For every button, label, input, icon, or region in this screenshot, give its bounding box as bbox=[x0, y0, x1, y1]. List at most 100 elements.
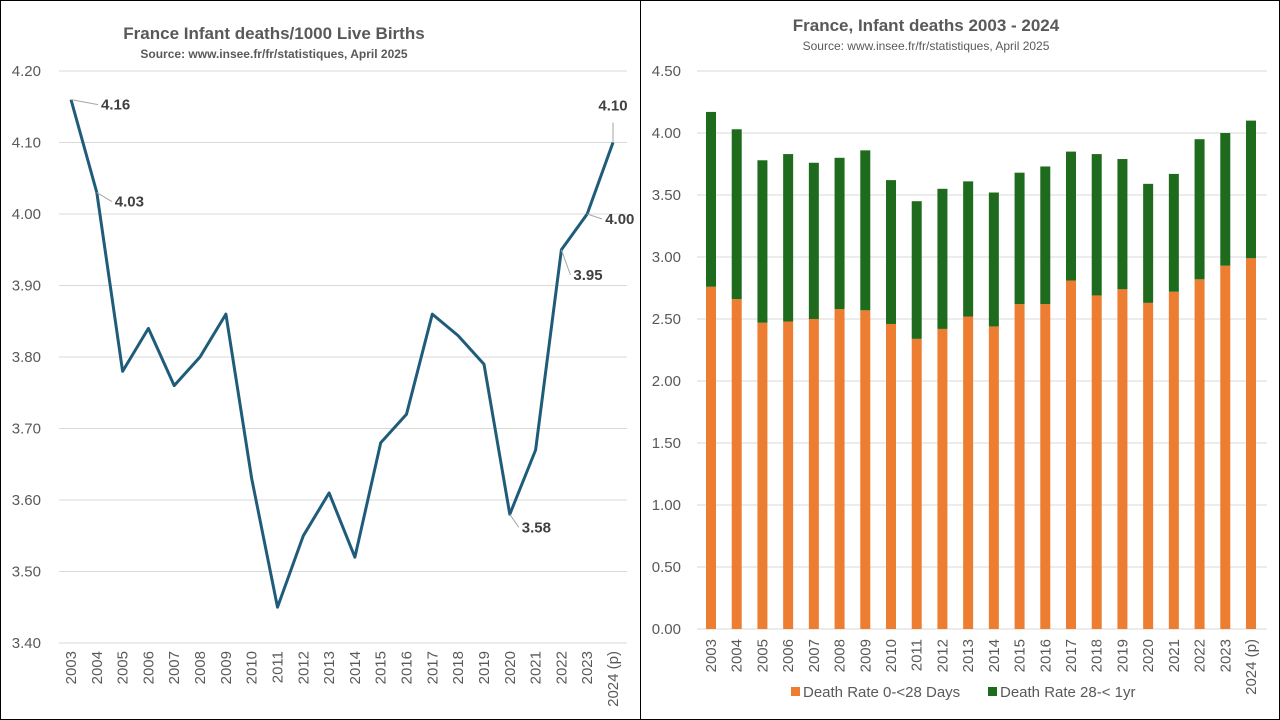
bar-segment-neonatal bbox=[1040, 304, 1051, 629]
x-tick-label: 2023 bbox=[1217, 639, 1234, 672]
bar-segment-postneonatal bbox=[731, 129, 742, 300]
x-tick-label: 2008 bbox=[192, 651, 209, 684]
y-tick-label: 3.90 bbox=[12, 278, 41, 295]
bar-segment-postneonatal bbox=[1091, 154, 1102, 296]
chart-title: France, Infant deaths 2003 - 2024 bbox=[793, 16, 1060, 35]
bar-segment-neonatal bbox=[1246, 258, 1256, 629]
bar-segment-postneonatal bbox=[963, 181, 974, 317]
bar-segment-postneonatal bbox=[1066, 151, 1076, 281]
bar-segment-neonatal bbox=[963, 316, 974, 629]
x-tick-label: 2023 bbox=[579, 651, 596, 684]
bar-segment-neonatal bbox=[1194, 279, 1205, 629]
x-tick-label: 2022 bbox=[553, 651, 570, 684]
data-label: 4.03 bbox=[115, 194, 144, 211]
bar-segment-postneonatal bbox=[783, 154, 794, 322]
x-tick-label: 2008 bbox=[832, 639, 849, 672]
data-label: 3.58 bbox=[522, 519, 551, 536]
x-tick-label: 2007 bbox=[166, 651, 183, 684]
legend-swatch bbox=[988, 687, 997, 696]
y-tick-label: 4.50 bbox=[652, 63, 681, 80]
y-tick-label: 1.50 bbox=[652, 435, 681, 452]
bar-segment-neonatal bbox=[1066, 280, 1076, 629]
y-tick-label: 3.80 bbox=[12, 349, 41, 366]
x-tick-label: 2012 bbox=[295, 651, 312, 684]
bar-segment-neonatal bbox=[1143, 302, 1154, 629]
x-tick-label: 2014 bbox=[986, 639, 1003, 672]
x-tick-label: 2015 bbox=[1012, 639, 1029, 672]
x-tick-label: 2004 bbox=[729, 639, 746, 672]
x-tick-label: 2016 bbox=[399, 651, 416, 684]
x-tick-label: 2020 bbox=[1140, 639, 1157, 672]
y-tick-label: 2.00 bbox=[652, 373, 681, 390]
y-tick-label: 3.70 bbox=[12, 421, 41, 438]
x-tick-label: 2004 bbox=[89, 651, 106, 684]
y-tick-label: 2.50 bbox=[652, 311, 681, 328]
bar-segment-postneonatal bbox=[1220, 133, 1231, 266]
bar-segment-neonatal bbox=[783, 321, 794, 629]
data-label-leader bbox=[587, 213, 603, 220]
y-tick-label: 1.00 bbox=[652, 497, 681, 514]
x-tick-label: 2021 bbox=[1166, 639, 1183, 672]
y-tick-label: 4.10 bbox=[12, 135, 41, 152]
y-tick-label: 3.50 bbox=[652, 187, 681, 204]
x-tick-label: 2006 bbox=[140, 651, 157, 684]
bar-segment-neonatal bbox=[731, 299, 742, 629]
legend-label: Death Rate 0-<28 Days bbox=[803, 684, 960, 701]
x-tick-label: 2013 bbox=[321, 651, 338, 684]
x-tick-label: 2017 bbox=[424, 651, 441, 684]
bar-segment-postneonatal bbox=[808, 162, 819, 319]
bar-segment-neonatal bbox=[1014, 304, 1025, 629]
bar-segment-postneonatal bbox=[706, 111, 716, 287]
x-tick-label: 2007 bbox=[806, 639, 823, 672]
bar-segment-postneonatal bbox=[988, 192, 999, 327]
data-label: 4.16 bbox=[101, 97, 130, 114]
chart-subtitle: Source: www.insee.fr/fr/statistiques, Ap… bbox=[140, 47, 408, 61]
bar-segment-neonatal bbox=[834, 309, 845, 629]
x-tick-label: 2018 bbox=[1089, 639, 1106, 672]
series-line bbox=[69, 99, 615, 609]
bar-segment-neonatal bbox=[757, 322, 768, 629]
x-tick-label: 2014 bbox=[347, 651, 364, 684]
x-tick-label: 2012 bbox=[934, 639, 951, 672]
x-tick-label: 2024 (p) bbox=[605, 651, 622, 707]
stacked-bar-chart: France, Infant deaths 2003 - 2024 Source… bbox=[652, 16, 1267, 701]
x-tick-label: 2010 bbox=[883, 639, 900, 672]
y-tick-label: 3.00 bbox=[652, 249, 681, 266]
legend-swatch bbox=[791, 687, 800, 696]
bar-segment-neonatal bbox=[1117, 289, 1128, 629]
x-tick-label: 2013 bbox=[960, 639, 977, 672]
x-tick-label: 2024 (p) bbox=[1243, 639, 1260, 695]
bar-segment-postneonatal bbox=[911, 201, 922, 339]
bar-segment-postneonatal bbox=[937, 188, 948, 329]
bar-segment-postneonatal bbox=[1246, 120, 1256, 259]
bar-segment-neonatal bbox=[937, 328, 948, 629]
data-label-leader bbox=[70, 99, 99, 106]
y-tick-label: 3.50 bbox=[12, 564, 41, 581]
bar-segment-neonatal bbox=[1220, 265, 1231, 629]
data-label-leader bbox=[509, 514, 520, 528]
bar-segment-neonatal bbox=[988, 326, 999, 629]
bar-segment-postneonatal bbox=[860, 150, 871, 311]
bar-segment-neonatal bbox=[886, 323, 896, 629]
bar-segment-postneonatal bbox=[757, 160, 768, 323]
x-tick-label: 2015 bbox=[373, 651, 390, 684]
x-tick-label: 2021 bbox=[528, 651, 545, 684]
x-tick-label: 2011 bbox=[269, 651, 286, 683]
data-label: 3.95 bbox=[573, 267, 602, 284]
x-tick-label: 2019 bbox=[1114, 639, 1131, 672]
y-tick-label: 3.60 bbox=[12, 492, 41, 509]
bar-segment-postneonatal bbox=[1117, 159, 1128, 290]
data-label: 4.00 bbox=[605, 211, 634, 228]
x-tick-label: 2005 bbox=[754, 639, 771, 672]
y-tick-label: 4.00 bbox=[12, 206, 41, 223]
bar-segment-postneonatal bbox=[886, 180, 896, 324]
bar-segment-postneonatal bbox=[1014, 172, 1025, 305]
x-tick-label: 2009 bbox=[218, 651, 235, 684]
x-tick-label: 2003 bbox=[63, 651, 80, 684]
x-tick-label: 2022 bbox=[1192, 639, 1209, 672]
y-tick-label: 4.00 bbox=[652, 125, 681, 142]
line-chart-panel: France Infant deaths/1000 Live Births So… bbox=[0, 0, 641, 720]
x-tick-label: 2017 bbox=[1063, 639, 1080, 672]
bar-segment-neonatal bbox=[808, 319, 819, 629]
bar-segment-postneonatal bbox=[1040, 166, 1051, 305]
